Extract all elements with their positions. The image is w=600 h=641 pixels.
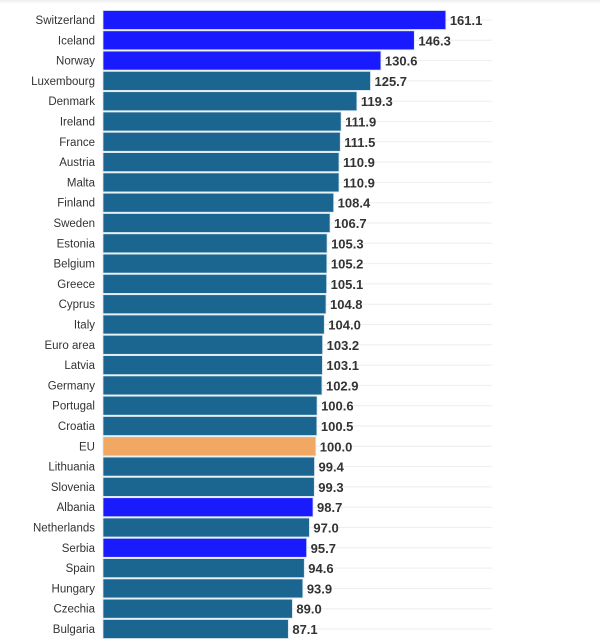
bar-malta bbox=[102, 172, 340, 193]
value-label: 102.9 bbox=[326, 378, 359, 393]
value-label: 111.9 bbox=[345, 115, 376, 130]
bar-czechia bbox=[102, 598, 293, 619]
category-label: Malta bbox=[67, 177, 96, 189]
value-label: 105.3 bbox=[331, 236, 364, 251]
category-label: Austria bbox=[59, 157, 95, 169]
value-label: 119.3 bbox=[361, 94, 393, 109]
category-label: Euro area bbox=[44, 340, 95, 352]
value-label: 104.8 bbox=[330, 297, 363, 312]
value-label: 98.7 bbox=[317, 500, 342, 515]
value-label: 110.9 bbox=[343, 155, 375, 170]
category-label: Norway bbox=[56, 56, 95, 68]
category-label: EU bbox=[79, 441, 95, 453]
bar-euro-area bbox=[102, 334, 324, 355]
value-label: 99.4 bbox=[319, 460, 345, 475]
bar-greece bbox=[102, 273, 328, 294]
category-label: Croatia bbox=[58, 421, 96, 433]
value-label: 111.5 bbox=[344, 135, 375, 150]
value-label: 130.6 bbox=[385, 54, 418, 69]
category-label: Belgium bbox=[53, 259, 95, 271]
top-shadow bbox=[0, 0, 600, 4]
category-label: Netherlands bbox=[33, 523, 95, 535]
bar-lithuania bbox=[102, 456, 315, 477]
category-label: Spain bbox=[66, 563, 95, 575]
category-label: Denmark bbox=[48, 96, 95, 108]
bar-germany bbox=[102, 375, 323, 396]
bar-belgium bbox=[102, 253, 328, 274]
value-label: 94.6 bbox=[308, 561, 333, 576]
category-label: Luxembourg bbox=[31, 76, 95, 88]
category-label: Latvia bbox=[64, 360, 95, 372]
bar-austria bbox=[102, 152, 340, 173]
bar-portugal bbox=[102, 395, 318, 416]
category-label: Bulgaria bbox=[53, 624, 96, 636]
bar-iceland bbox=[102, 30, 415, 51]
value-label: 95.7 bbox=[311, 541, 336, 556]
category-label: Slovenia bbox=[51, 482, 96, 494]
category-label: Sweden bbox=[53, 218, 95, 230]
bar-estonia bbox=[102, 233, 328, 254]
bar-france bbox=[102, 131, 341, 152]
bar-denmark bbox=[102, 91, 358, 112]
bar-ireland bbox=[102, 111, 342, 132]
category-label: Hungary bbox=[52, 583, 96, 595]
bar-slovenia bbox=[102, 476, 315, 497]
bar-spain bbox=[102, 558, 305, 578]
bar-luxembourg bbox=[102, 71, 371, 91]
value-label: 103.2 bbox=[327, 338, 360, 353]
bar-norway bbox=[102, 50, 382, 71]
category-label: Estonia bbox=[57, 238, 96, 250]
value-label: 97.0 bbox=[313, 521, 338, 536]
value-label: 100.5 bbox=[321, 419, 354, 434]
value-label: 100.6 bbox=[321, 399, 354, 414]
category-label: Iceland bbox=[58, 35, 95, 47]
bar-croatia bbox=[102, 416, 318, 436]
value-label: 146.3 bbox=[418, 33, 451, 48]
value-label: 108.4 bbox=[338, 196, 371, 211]
bar-sweden bbox=[102, 213, 331, 233]
category-label: Ireland bbox=[60, 117, 95, 129]
value-label: 89.0 bbox=[296, 602, 321, 617]
bar-albania bbox=[102, 497, 314, 518]
category-label: Lithuania bbox=[48, 462, 95, 474]
bar-bulgaria bbox=[102, 619, 289, 639]
value-label: 99.3 bbox=[318, 480, 343, 495]
value-label: 125.7 bbox=[374, 74, 407, 89]
value-label: 161.1 bbox=[450, 13, 483, 28]
bar-eu bbox=[102, 436, 317, 457]
value-label: 104.0 bbox=[328, 318, 361, 333]
category-label: Albania bbox=[57, 502, 96, 514]
bar-latvia bbox=[102, 355, 323, 376]
bar-serbia bbox=[102, 537, 308, 558]
value-label: 106.7 bbox=[334, 216, 367, 231]
category-label: Cyprus bbox=[59, 299, 96, 311]
category-label: Greece bbox=[57, 279, 95, 291]
value-label: 105.2 bbox=[331, 257, 364, 272]
bar-finland bbox=[102, 192, 335, 213]
category-label: Switzerland bbox=[36, 15, 95, 27]
category-label: Finland bbox=[57, 198, 95, 210]
bar-italy bbox=[102, 314, 325, 335]
category-label: Czechia bbox=[53, 604, 95, 616]
bar-hungary bbox=[102, 578, 304, 599]
value-label: 110.9 bbox=[343, 175, 375, 190]
value-label: 105.1 bbox=[331, 277, 364, 292]
bar-switzerland bbox=[102, 10, 447, 30]
category-label: Portugal bbox=[52, 401, 95, 413]
value-label: 87.1 bbox=[292, 622, 317, 637]
value-label: 100.0 bbox=[320, 439, 353, 454]
bar-cyprus bbox=[102, 294, 327, 315]
category-label: Serbia bbox=[62, 543, 96, 555]
category-label: Italy bbox=[74, 320, 95, 332]
value-label: 103.1 bbox=[326, 358, 359, 373]
bar-netherlands bbox=[102, 517, 310, 538]
category-label: France bbox=[59, 137, 95, 149]
value-label: 93.9 bbox=[307, 581, 332, 596]
category-label: Germany bbox=[48, 380, 96, 392]
